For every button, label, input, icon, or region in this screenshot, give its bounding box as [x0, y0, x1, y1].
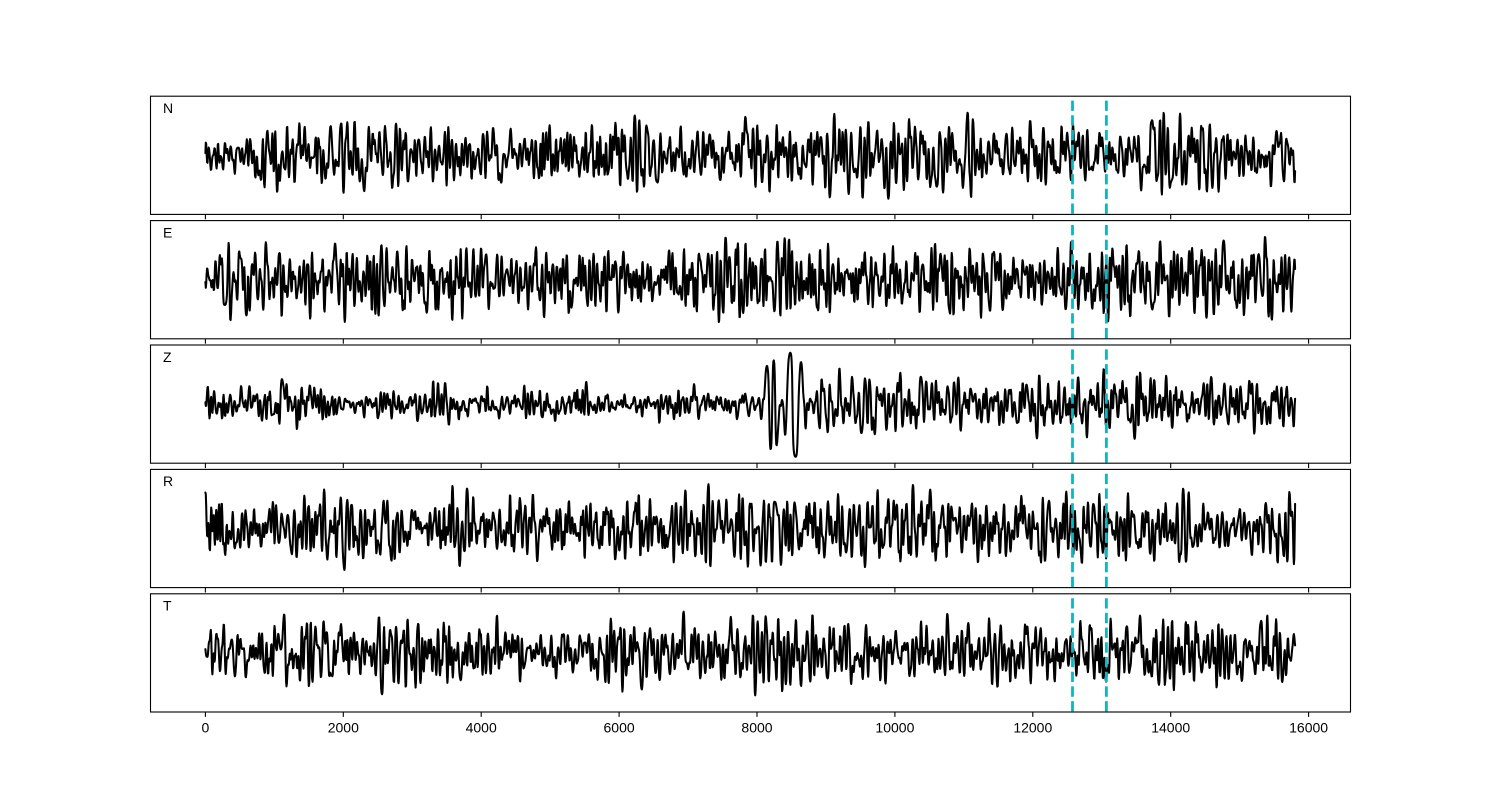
- svg-text:12000: 12000: [1013, 719, 1052, 735]
- svg-text:N: N: [163, 100, 173, 116]
- svg-text:6000: 6000: [604, 719, 635, 735]
- svg-text:0: 0: [202, 719, 210, 735]
- svg-text:E: E: [163, 224, 172, 240]
- svg-text:16000: 16000: [1289, 719, 1328, 735]
- svg-text:14000: 14000: [1151, 719, 1190, 735]
- svg-text:2000: 2000: [328, 719, 359, 735]
- svg-text:8000: 8000: [741, 719, 772, 735]
- svg-text:T: T: [163, 598, 172, 614]
- svg-text:10000: 10000: [875, 719, 914, 735]
- svg-text:4000: 4000: [466, 719, 497, 735]
- svg-text:Z: Z: [163, 349, 172, 365]
- svg-text:R: R: [163, 473, 173, 489]
